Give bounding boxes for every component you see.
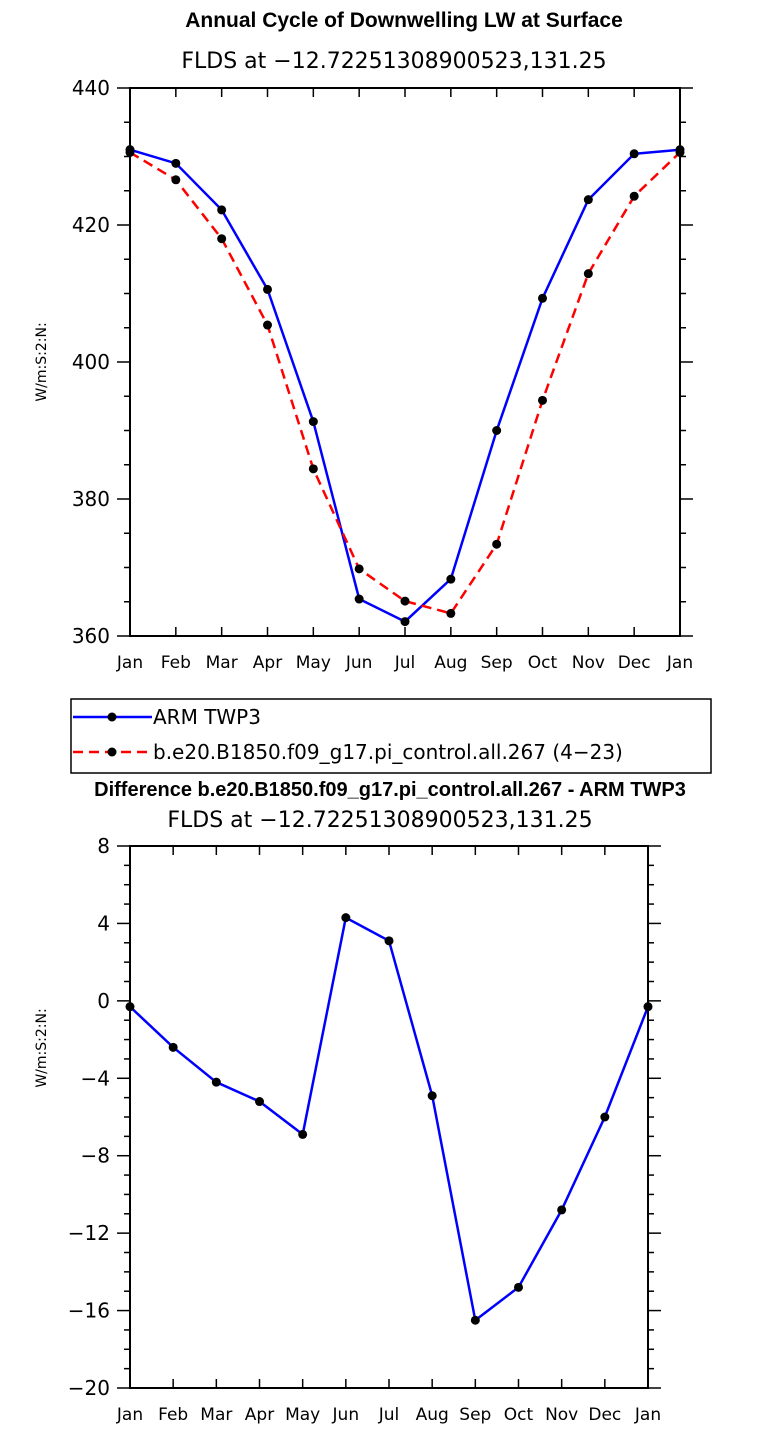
chart-1-series-1-point [125, 147, 135, 157]
chart-1-x-tick-label: Oct [528, 653, 558, 673]
chart-2-x-tick-label: Sep [459, 1405, 491, 1425]
legend-marker-arm [107, 712, 117, 722]
chart-1-series-0-point [354, 594, 364, 604]
chart-1-x-tick-label: Nov [572, 653, 605, 673]
chart-2-y-tick-label: 0 [97, 989, 110, 1013]
chart-2-y-tick-label: 4 [97, 911, 110, 935]
chart-2-x-tick-label: Oct [504, 1405, 534, 1425]
chart-1-series-0-point [583, 195, 593, 205]
chart-2-series-0-point [298, 1129, 308, 1139]
chart-1-y-tick-label: 380 [72, 487, 110, 511]
chart-2-series-0-point [514, 1282, 523, 1292]
chart-1-x-tick-label: Jul [394, 653, 416, 673]
chart-1-x-tick-label: Jan [666, 653, 693, 673]
legend-marker-model [107, 747, 117, 757]
chart-1-series-0-point [217, 205, 227, 215]
chart-1-y-tick-label: 440 [72, 76, 110, 100]
chart-1-y-tick-label: 400 [72, 350, 110, 374]
chart-1-y-tick-label: 360 [72, 624, 110, 648]
chart-2-series-0-point [168, 1042, 178, 1052]
chart-1-series-1-point [354, 564, 364, 574]
chart-2-y-tick-label: 8 [97, 834, 110, 858]
chart-2-x-tick-label: May [285, 1405, 320, 1425]
chart-2-x-tick-label: Jul [378, 1405, 400, 1425]
chart-2-plot: Jan Feb Mar Apr May Jun Jul Aug Sep Oct Nov Dec Jan−… [68, 834, 661, 1425]
chart-1-series-0-line [129, 148, 681, 624]
chart-1-frame [129, 87, 681, 637]
chart-2-series-0-point [125, 1002, 135, 1012]
chart-1-x-tick-label: Jun [345, 653, 373, 673]
chart-2-x-tick-label: Jun [332, 1405, 360, 1425]
chart-2-y-tick-label: −16 [68, 1299, 110, 1323]
legend-label-arm: ARM TWP3 [153, 705, 261, 729]
chart-2-x-tick-label: Nov [545, 1405, 578, 1425]
chart-2-series-0-point [600, 1112, 610, 1122]
chart-2-x-tick-label: Jan [116, 1405, 143, 1425]
chart-2-y-axis-label: W/m:S:2:N: [34, 1008, 50, 1087]
chart-2-series-0-point [470, 1315, 480, 1325]
chart-2-subtitle: FLDS at −12.72251308900523,131.25 [167, 808, 592, 833]
chart-1-series-1-point [217, 234, 227, 244]
chart-2-frame [129, 845, 649, 1389]
chart-2-series-0-point [255, 1097, 264, 1107]
chart-1-x-tick-label: Jan [116, 653, 143, 673]
chart-2-x-tick-label: Jan [634, 1405, 661, 1425]
chart-1-series-1-point [538, 395, 547, 405]
chart-2-x-tick-label: Apr [245, 1405, 274, 1425]
chart-2-series-0-point [557, 1205, 567, 1215]
chart-1-x-tick-label: Sep [481, 653, 513, 673]
chart-2-series-0-point [427, 1091, 437, 1101]
chart-1-series-0-point [171, 158, 181, 168]
chart-1-series-1-point [492, 539, 502, 549]
chart-1-title: Annual Cycle of Downwelling LW at Surfac… [185, 9, 623, 32]
chart-2-title: Difference b.e20.B1850.f09_g17.pi_contro… [94, 779, 686, 801]
chart-1-series-0-point [538, 293, 547, 303]
chart-1-y-tick-label: 420 [72, 213, 110, 237]
chart-1-series-0-point [492, 426, 502, 435]
chart-2-x-tick-label: Mar [200, 1405, 232, 1425]
chart-1-series-0-point [308, 417, 318, 427]
chart-1-x-tick-label: Aug [434, 653, 467, 673]
chart-2-x-tick-label: Dec [588, 1405, 621, 1425]
legend-label-model: b.e20.B1850.f09_g17.pi_control.all.267 (… [153, 740, 623, 764]
chart-1-series-1-line [129, 151, 681, 615]
legend-box [70, 698, 712, 774]
chart-1-x-tick-label: Mar [206, 653, 238, 673]
chart-2-series-0-point [643, 1002, 653, 1012]
chart-1-x-tick-label: Feb [161, 653, 191, 673]
chart-2-series-0-point [384, 936, 394, 946]
chart-2-x-tick-label: Aug [416, 1405, 449, 1425]
chart-1-series-1-point [629, 191, 639, 201]
chart-1-series-0-point [400, 617, 410, 627]
chart-1-x-tick-label: Dec [618, 653, 651, 673]
chart-1-series-1-point [263, 320, 272, 330]
chart-1-series-0-point [629, 149, 639, 159]
chart-1-y-axis-label: W/m:S:2:N: [34, 322, 50, 401]
chart-2-series-0-point [341, 913, 351, 923]
chart-1-series-1-point [400, 596, 410, 606]
chart-1-legend: ARM TWP3 b.e20.B1850.f09_g17.pi_control.… [70, 698, 712, 774]
chart-2-y-tick-label: −8 [81, 1144, 110, 1168]
chart-2-y-tick-label: −4 [81, 1066, 110, 1090]
chart-2-x-tick-label: Feb [158, 1405, 188, 1425]
chart-2-y-tick-label: −20 [68, 1376, 110, 1400]
chart-1-series-1-point [675, 147, 685, 157]
chart-1-series-1-point [583, 269, 593, 279]
chart-2-series-0-line [129, 915, 650, 1323]
chart-1-series-1-point [446, 608, 456, 618]
chart-1-x-tick-label: May [296, 653, 331, 673]
chart-1-subtitle: FLDS at −12.72251308900523,131.25 [181, 49, 606, 74]
chart-2-series-0-point [211, 1077, 221, 1087]
chart-1-series-0-point [263, 284, 272, 294]
chart-1-plot: Jan Feb Mar Apr May Jun Jul Aug Sep Oct Nov Dec Jan 3… [72, 76, 693, 673]
chart-1-series-1-point [308, 464, 318, 474]
chart-2-y-tick-label: −12 [68, 1221, 110, 1245]
chart-1-series-0-point [446, 574, 456, 584]
chart-1-series-1-point [171, 175, 181, 185]
chart-1-x-tick-label: Apr [253, 653, 282, 673]
